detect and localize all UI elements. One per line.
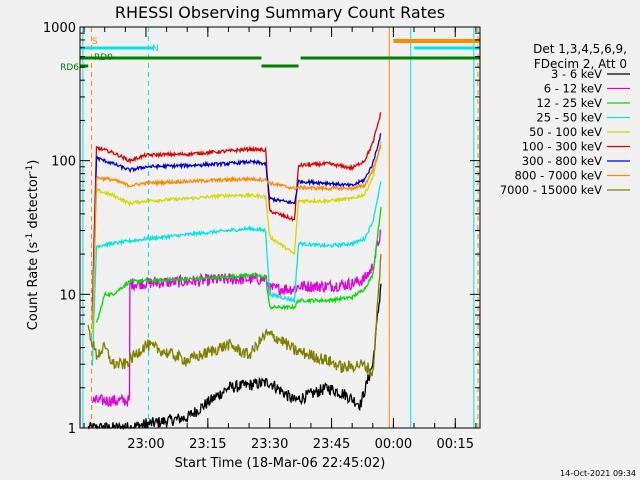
x-tick-label-23:15: 23:15	[189, 437, 226, 452]
y-axis-label: Count Rate (s-1 detector-1)	[25, 160, 41, 331]
legend-label-5: 100 - 300 keV	[522, 140, 602, 154]
plot-border	[79, 26, 481, 429]
series-line-0	[87, 283, 382, 431]
x-tick-label-00:00: 00:00	[375, 437, 412, 452]
legend-label-7: 800 - 7000 keV	[514, 169, 602, 183]
legend-label-1: 6 - 12 keV	[544, 82, 602, 96]
x-axis-label: Start Time (18-Mar-06 22:45:02)	[175, 456, 386, 471]
legend-label-0: 3 - 6 keV	[551, 67, 602, 81]
legend-label-6: 300 - 800 keV	[522, 154, 602, 168]
legend-label-2: 12 - 25 keV	[536, 96, 602, 110]
y-tick-label-100: 100	[51, 155, 76, 170]
series-line-6	[91, 133, 382, 315]
svg-text:Count Rate (s-1 detector-1): Count Rate (s-1 detector-1)	[25, 160, 41, 331]
series-line-7	[91, 145, 382, 325]
legend-label-8: 7000 - 15000 keV	[500, 183, 602, 197]
y-axis-label-end: )	[26, 160, 41, 165]
legend-header-line-0: Det 1,3,4,5,6,9,	[533, 42, 627, 56]
flag-label-rd0: RD0	[94, 53, 113, 63]
y-axis-label-sup1: -1	[25, 233, 35, 242]
series-line-5	[91, 111, 382, 307]
y-axis-label-mid: detector	[26, 173, 41, 233]
flag-label-rd6: RD6	[60, 63, 79, 73]
series-line-2	[95, 206, 382, 323]
x-tick-label-23:30: 23:30	[251, 437, 288, 452]
legend: Det 1,3,4,5,6,9,FDecim 2, Att 03 - 6 keV…	[500, 42, 630, 197]
legend-label-3: 25 - 50 keV	[536, 111, 602, 125]
y-tick-label-1000: 1000	[43, 21, 76, 36]
x-tick-label-23:45: 23:45	[313, 437, 350, 452]
series-line-1	[91, 229, 382, 408]
series-line-4	[91, 140, 382, 334]
flag-label-s: S	[92, 37, 98, 47]
y-tick-label-1: 1	[68, 422, 76, 437]
series-line-3	[91, 181, 382, 366]
x-tick-label-00:15: 00:15	[437, 437, 474, 452]
x-tick-label-23:00: 23:00	[127, 437, 164, 452]
footer-date: 14-Oct-2021 09:34	[560, 469, 636, 478]
chart-title: RHESSI Observing Summary Count Rates	[115, 3, 445, 22]
y-tick-label-10: 10	[59, 288, 76, 303]
y-axis-label-main: Count Rate (s	[26, 242, 41, 331]
legend-label-4: 50 - 100 keV	[529, 125, 602, 139]
y-axis-label-sup2: -1	[25, 165, 35, 174]
series-line-8	[87, 254, 382, 377]
legend-header-line-1: FDecim 2, Att 0	[534, 57, 627, 71]
flag-label-n: N	[152, 44, 159, 54]
plot-area: S N RD0 RD6 1 10 100 1000 23:00 23:15 23:30 23:45 00…	[43, 21, 481, 452]
